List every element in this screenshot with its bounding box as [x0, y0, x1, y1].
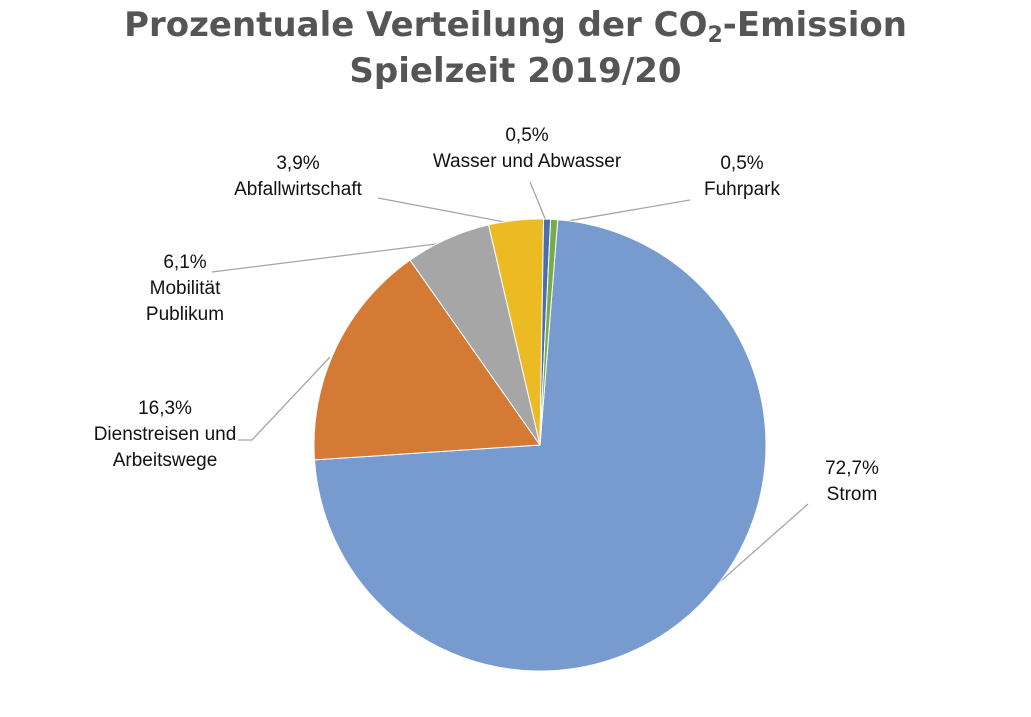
leader-lines [211, 181, 809, 604]
data-label-name: Abfallwirtschaft [234, 179, 362, 200]
data-label-value: 3,9% [276, 153, 319, 174]
pie-slice-fuhrpark [539, 218, 559, 446]
data-label-name: Mobilität [150, 278, 221, 299]
leader-line [553, 199, 691, 225]
leader-line [377, 197, 517, 225]
data-label-value: 0,5% [505, 125, 548, 146]
data-label-name: Dienstreisen und [94, 424, 237, 445]
leader-line [211, 241, 450, 273]
data-label-name: Strom [827, 484, 878, 505]
data-label-value: 6,1% [163, 252, 206, 273]
leader-line [529, 181, 548, 224]
chart-title: Prozentuale Verteilung der CO2-Emission … [0, 2, 1031, 94]
pie-slices [313, 218, 767, 672]
data-label-name: Publikum [146, 304, 224, 325]
data-label-name: Fuhrpark [704, 179, 781, 200]
data-labels: 72,7% Strom 16,3% Dienstreisen und Arbeitswe… [94, 125, 879, 505]
data-label-name: Wasser und Abwasser [433, 151, 622, 172]
leader-line [238, 356, 331, 441]
data-label-value: 16,3% [138, 398, 192, 419]
data-label-value: 0,5% [720, 153, 763, 174]
chart-title-line-2: Spielzeit 2019/20 [349, 51, 682, 91]
pie-slice-dienstreisen-und-arbeitswege [313, 259, 541, 461]
chart-title-line-1: Prozentuale Verteilung der CO2-Emission [124, 5, 907, 48]
data-label-name: Arbeitswege [113, 450, 218, 471]
data-label-value: 72,7% [825, 458, 879, 479]
